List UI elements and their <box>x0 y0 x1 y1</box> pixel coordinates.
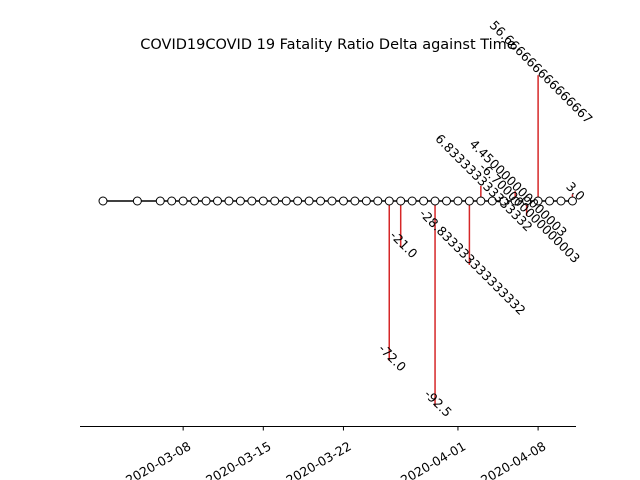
stem-marker <box>556 196 566 206</box>
stem-marker <box>167 196 177 206</box>
stem-marker <box>132 196 142 206</box>
stem-marker <box>442 196 451 206</box>
stem-marker <box>533 196 543 206</box>
stem-marker <box>270 196 280 206</box>
stem-marker <box>430 196 440 206</box>
x-axis-ticks: 2020-03-08 2020-03-15 2020-03-22 2020-04-01… <box>123 426 548 480</box>
stem-marker <box>522 196 532 206</box>
stem-marker <box>155 196 165 206</box>
x-tick-label: 2020-03-22 <box>283 438 353 480</box>
stem-marker <box>487 196 497 206</box>
x-tick-label: 2020-04-08 <box>478 438 548 480</box>
stem-marker <box>190 196 200 206</box>
stem-marker <box>201 196 211 206</box>
value-annotation: 56.666666666666667 <box>487 18 596 127</box>
stem-marker <box>464 196 474 206</box>
chart-title: COVID19COVID 19 Fatality Ratio Delta aga… <box>140 37 516 53</box>
value-annotation: -6.700000000000003 <box>477 159 584 266</box>
stem-marker <box>338 196 348 206</box>
stem-marker <box>247 196 257 206</box>
stem-marker <box>178 196 188 206</box>
stem-marker <box>224 196 234 206</box>
stem-marker <box>98 196 108 206</box>
stem-marker <box>396 196 406 206</box>
stem-marker <box>361 196 371 206</box>
stem-marker <box>510 196 520 206</box>
stem-marker <box>281 196 291 206</box>
stem-marker <box>419 196 429 206</box>
stem-marker <box>476 196 486 206</box>
stem-marker <box>373 196 383 206</box>
stem-marker <box>453 196 463 206</box>
value-annotation: -28.833333333333332 <box>416 206 528 318</box>
x-tick-label: 2020-04-01 <box>398 438 468 480</box>
stem-marker <box>316 196 326 206</box>
value-annotations: -72.0-21.0-92.5-28.8333333333333326.8333… <box>376 18 596 420</box>
stem-marker <box>350 196 360 206</box>
stem-marker <box>567 196 577 206</box>
value-annotation: -21.0 <box>387 228 421 262</box>
x-tick-label: 2020-03-08 <box>123 438 193 480</box>
stem-markers <box>98 196 577 206</box>
stem-marker <box>545 196 555 206</box>
stem-marker <box>213 196 222 206</box>
x-tick-label: 2020-03-15 <box>203 438 273 480</box>
stem-marker <box>304 196 314 206</box>
stem-marker <box>235 196 245 206</box>
stem-marker <box>384 196 394 206</box>
stem-lines <box>388 75 574 407</box>
stem-marker <box>293 196 303 206</box>
stem-marker <box>327 196 337 206</box>
value-annotation: -72.0 <box>376 341 410 375</box>
value-annotation: -92.5 <box>421 386 454 419</box>
stem-marker <box>499 196 509 206</box>
stem-marker <box>407 196 417 206</box>
value-annotation: 3.0 <box>563 179 588 204</box>
stem-marker <box>258 196 268 206</box>
